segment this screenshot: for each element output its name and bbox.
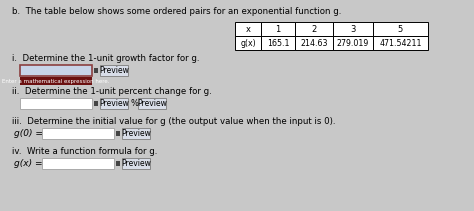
Bar — [333, 36, 373, 50]
Bar — [261, 22, 295, 36]
Text: Preview: Preview — [137, 99, 167, 108]
Text: Preview: Preview — [121, 159, 151, 168]
Text: iii.  Determine the initial value for g (the output value when the input is 0).: iii. Determine the initial value for g (… — [12, 117, 336, 126]
Text: 214.63: 214.63 — [300, 38, 328, 47]
Bar — [295, 22, 333, 36]
Bar — [94, 68, 98, 73]
Bar — [20, 98, 92, 109]
Bar — [100, 98, 128, 109]
Text: g(0) =: g(0) = — [14, 129, 43, 138]
Text: 3: 3 — [350, 24, 356, 34]
Text: i.  Determine the 1-unit growth factor for g.: i. Determine the 1-unit growth factor fo… — [12, 54, 200, 63]
Text: iv.  Write a function formula for g.: iv. Write a function formula for g. — [12, 147, 157, 156]
Text: 5: 5 — [398, 24, 403, 34]
Bar — [138, 98, 166, 109]
Text: 1: 1 — [275, 24, 281, 34]
Text: Preview: Preview — [99, 66, 129, 75]
Text: 2: 2 — [311, 24, 317, 34]
Bar — [42, 158, 114, 169]
Bar — [261, 36, 295, 50]
Bar — [295, 36, 333, 50]
Text: 471.54211: 471.54211 — [379, 38, 422, 47]
Text: g(x) =: g(x) = — [14, 159, 43, 168]
Bar — [116, 161, 120, 166]
Bar — [373, 36, 428, 50]
Text: 279.019: 279.019 — [337, 38, 369, 47]
Bar — [122, 128, 150, 139]
Bar — [116, 131, 120, 136]
Bar — [373, 22, 428, 36]
Bar — [20, 65, 92, 76]
Bar — [122, 158, 150, 169]
Bar — [94, 101, 98, 106]
Bar — [333, 22, 373, 36]
Text: Preview: Preview — [99, 99, 129, 108]
Bar — [100, 65, 128, 76]
Bar — [20, 77, 92, 85]
Bar — [235, 36, 261, 50]
Text: b.  The table below shows some ordered pairs for an exponential function g.: b. The table below shows some ordered pa… — [12, 7, 341, 16]
Bar — [42, 128, 114, 139]
Text: Enter a mathematical expression here.: Enter a mathematical expression here. — [2, 78, 110, 84]
Text: Preview: Preview — [121, 129, 151, 138]
Text: ii.  Determine the 1-unit percent change for g.: ii. Determine the 1-unit percent change … — [12, 87, 212, 96]
Text: x: x — [246, 24, 250, 34]
Text: 165.1: 165.1 — [267, 38, 289, 47]
Text: g(x): g(x) — [240, 38, 256, 47]
Text: %: % — [131, 99, 139, 108]
Bar — [235, 22, 261, 36]
